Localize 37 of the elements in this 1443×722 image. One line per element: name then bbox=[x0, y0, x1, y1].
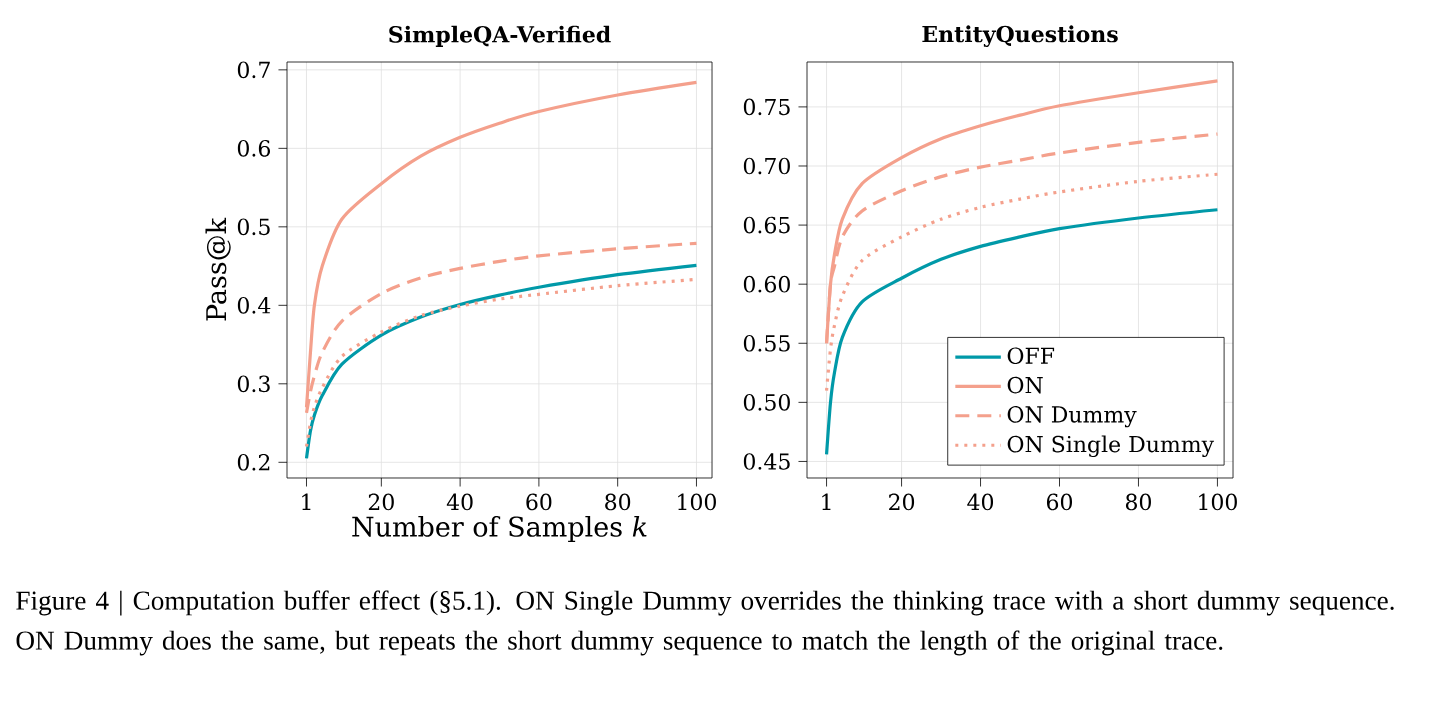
x-axis-title: Number of Samples k bbox=[352, 515, 647, 543]
x-tick-label: 60 bbox=[1046, 493, 1073, 511]
y-tick-label: 0.75 bbox=[743, 98, 790, 116]
x-tick-label: 40 bbox=[967, 493, 994, 511]
y-tick-label: 0.2 bbox=[237, 454, 270, 471]
x-tick-label: 100 bbox=[678, 493, 716, 511]
x-tick-label: 80 bbox=[605, 493, 631, 511]
chart-title: SimpleQA-Verified bbox=[389, 25, 611, 47]
y-tick-label: 0.50 bbox=[743, 394, 790, 411]
y-tick-label: 0.4 bbox=[237, 297, 271, 314]
y-tick-label: 0.65 bbox=[743, 216, 790, 234]
y-tick-label: 0.70 bbox=[743, 157, 790, 175]
chart-title: EntityQuestions bbox=[922, 25, 1118, 47]
x-tick-label: 60 bbox=[526, 493, 552, 511]
legend-label: OFF bbox=[1007, 347, 1055, 365]
caption: Figure 4 | Computation buffer effect (§5.1). ON Single Dummy overrides the thinking trace with a short dummy sequence. ON Dummy does the same, but repeats the short dummy sequence to match the length of the original trace. bbox=[16, 590, 1394, 656]
y-tick-label: 0.7 bbox=[237, 61, 270, 79]
y-tick-label: 0.45 bbox=[743, 453, 790, 470]
x-tick-label: 20 bbox=[368, 493, 394, 511]
legend-label: ON Dummy bbox=[1007, 406, 1137, 428]
x-tick-label: 80 bbox=[1125, 493, 1151, 511]
legend-label: ON Single Dummy bbox=[1007, 435, 1215, 458]
y-tick-label: 0.3 bbox=[237, 375, 270, 393]
legend-label: ON bbox=[1007, 376, 1043, 394]
x-tick-label: 100 bbox=[1199, 493, 1237, 511]
y-axis-title: Pass@k bbox=[205, 217, 231, 321]
y-tick-label: 0.55 bbox=[743, 334, 790, 352]
x-tick-label: 1 bbox=[822, 493, 831, 510]
line-series bbox=[824, 208, 1220, 456]
line-series bbox=[304, 80, 699, 409]
x-tick-label: 20 bbox=[889, 493, 915, 511]
line-series bbox=[824, 172, 1220, 393]
y-tick-label: 0.60 bbox=[743, 275, 790, 293]
x-tick-label: 1 bbox=[302, 493, 311, 510]
y-tick-label: 0.6 bbox=[237, 140, 271, 157]
x-tick-label: 40 bbox=[446, 493, 473, 511]
y-tick-label: 0.5 bbox=[237, 218, 270, 236]
